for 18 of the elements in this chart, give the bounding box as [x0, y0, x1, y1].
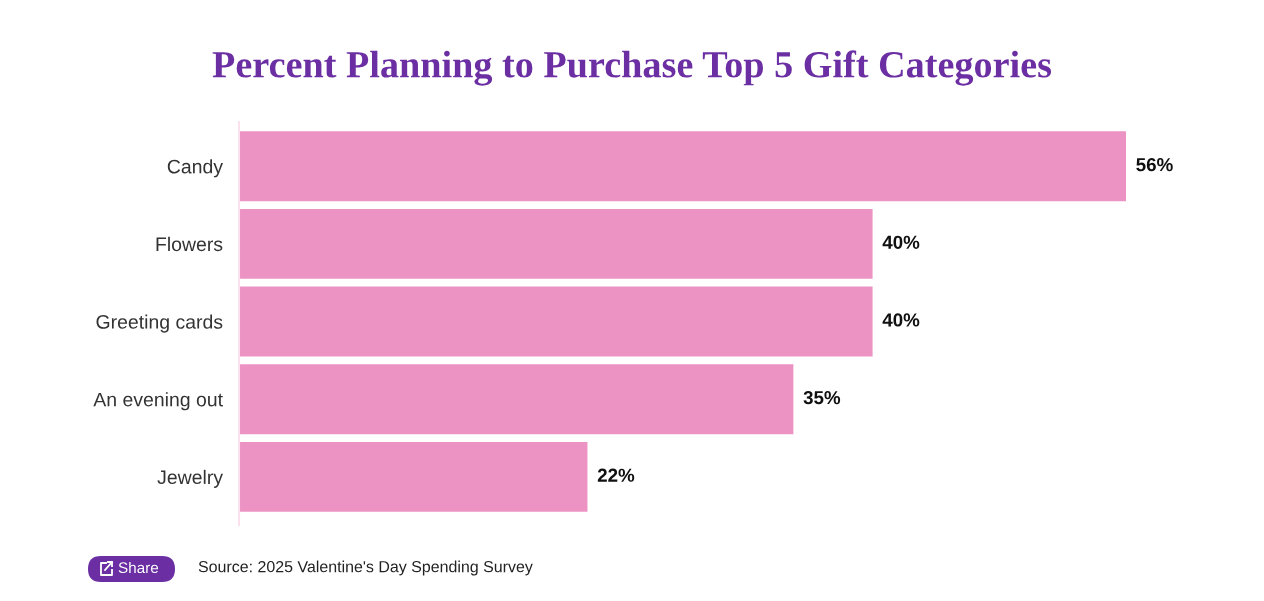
- text: Share: [118, 561, 159, 574]
- data-label: 35%: [803, 390, 841, 405]
- source-note: Source: 2025 Valentine's Day Spending Survey: [198, 560, 533, 576]
- y-tick-label: Candy: [167, 159, 223, 178]
- y-tick-label: Flowers: [156, 236, 223, 252]
- data-label: 40%: [882, 313, 920, 327]
- bar: [239, 286, 873, 357]
- y-tick-label: An evening out: [93, 392, 223, 411]
- data-label: 22%: [597, 468, 635, 482]
- bar: [239, 364, 794, 435]
- data-label: 40%: [882, 235, 920, 249]
- data-label: 56%: [1136, 158, 1173, 172]
- bar: [239, 441, 588, 512]
- chart-title: Percent Planning to Purchase Top 5 Gift Categories: [212, 50, 1052, 86]
- bar: [239, 131, 1126, 202]
- bar: [239, 208, 873, 279]
- y-tick-label: Jewelry: [157, 469, 223, 488]
- y-tick-label: Greeting cards: [96, 314, 223, 333]
